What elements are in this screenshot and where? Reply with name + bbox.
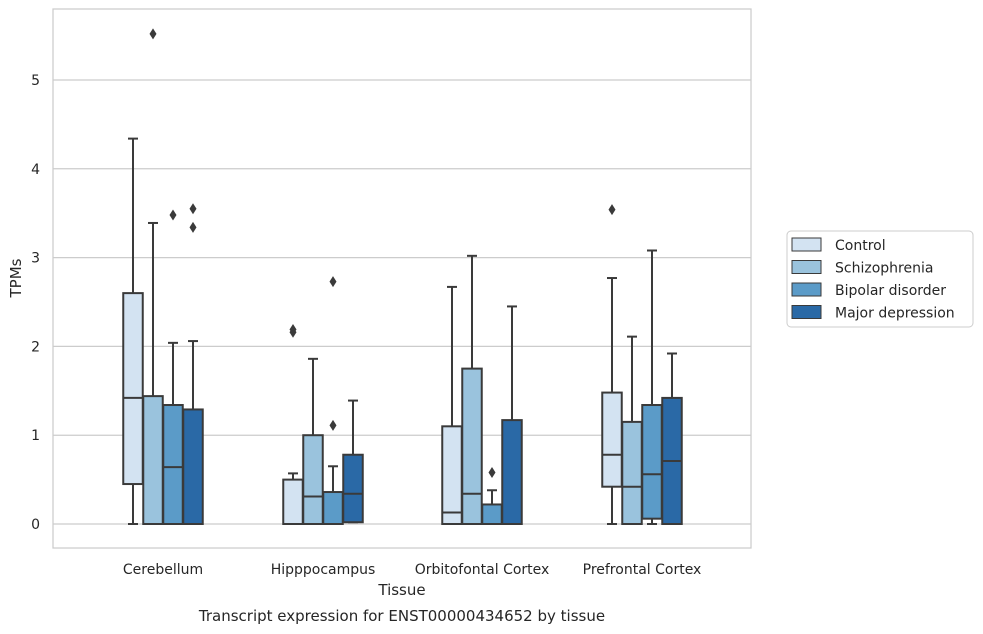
box-3-3 [661, 352, 683, 525]
outlier-point [189, 203, 197, 215]
legend-label: Schizophrenia [835, 261, 933, 277]
box-3-0 [182, 203, 204, 525]
legend-swatch [791, 260, 822, 274]
legend-label: Bipolar disorder [835, 283, 946, 299]
legend-frame [786, 230, 974, 328]
box-2-0 [162, 209, 184, 525]
x-axis-title: Tissue [377, 581, 425, 599]
box-0-3 [601, 204, 623, 525]
legend-item: Bipolar disorder [791, 282, 946, 299]
box-iqr [182, 408, 204, 525]
box-2-1 [322, 276, 344, 526]
legend: Control Schizophrenia Bipolar disorder Majo… [786, 230, 974, 328]
x-tick-label: Hipppocampus [271, 562, 376, 578]
y-tick-label: 0 [31, 517, 40, 533]
box-iqr [322, 491, 344, 526]
box-iqr [501, 419, 523, 525]
box-1-0 [142, 28, 164, 525]
box-1-2 [461, 254, 483, 525]
boxes-layer [122, 28, 683, 526]
box-3-1 [342, 399, 364, 524]
legend-item: Major depression [791, 305, 955, 322]
legend-swatch [791, 282, 822, 297]
box-0-2 [441, 285, 463, 526]
outlier-point [149, 28, 157, 40]
box-iqr [461, 367, 483, 525]
x-tick-label: Orbitofontal Cortex [415, 562, 550, 578]
box-iqr [601, 391, 623, 488]
x-tick-label: Cerebellum [123, 562, 203, 578]
box-iqr [302, 434, 324, 526]
box-0-1 [282, 324, 304, 526]
box-iqr [122, 292, 144, 486]
legend-swatch [791, 305, 822, 319]
box-iqr [481, 503, 503, 525]
outlier-point [289, 324, 297, 336]
legend-item: Control [791, 237, 886, 254]
legend-label: Control [835, 238, 886, 254]
y-tick-label: 2 [31, 339, 40, 355]
box-iqr [641, 404, 663, 520]
box-iqr [282, 478, 304, 526]
y-tick-label: 1 [31, 428, 40, 444]
outlier-point [488, 466, 496, 478]
legend-label: Major depression [835, 306, 955, 322]
box-2-2 [481, 466, 503, 525]
plot-area-frame [52, 8, 752, 549]
box-3-2 [501, 305, 523, 525]
box-1-1 [302, 357, 324, 526]
legend-swatch [791, 237, 822, 252]
box-iqr [142, 395, 164, 525]
legend-item: Schizophrenia [791, 260, 933, 277]
chart-caption: Transcript expression for ENST0000043465… [198, 607, 605, 625]
y-axis-ticks: 0 1 2 3 4 5 [31, 73, 40, 533]
box-0-0 [122, 137, 144, 525]
box-2-3 [641, 249, 663, 525]
y-tick-label: 4 [31, 162, 40, 178]
box-iqr [441, 425, 463, 526]
x-tick-label: Prefrontal Cortex [583, 562, 702, 578]
box-iqr [621, 420, 643, 526]
outlier-point [169, 209, 177, 221]
y-tick-label: 3 [31, 251, 40, 267]
box-iqr [162, 404, 184, 525]
outlier-point [608, 204, 616, 216]
x-axis-ticks: Cerebellum Hipppocampus Orbitofontal Corte… [123, 562, 701, 578]
box-iqr [342, 453, 364, 524]
outlier-point [329, 419, 337, 431]
box-1-3 [621, 335, 643, 526]
outlier-point [189, 221, 197, 233]
y-axis-title: TPMs [7, 258, 25, 298]
outlier-point [329, 276, 337, 288]
y-tick-label: 5 [31, 73, 40, 89]
